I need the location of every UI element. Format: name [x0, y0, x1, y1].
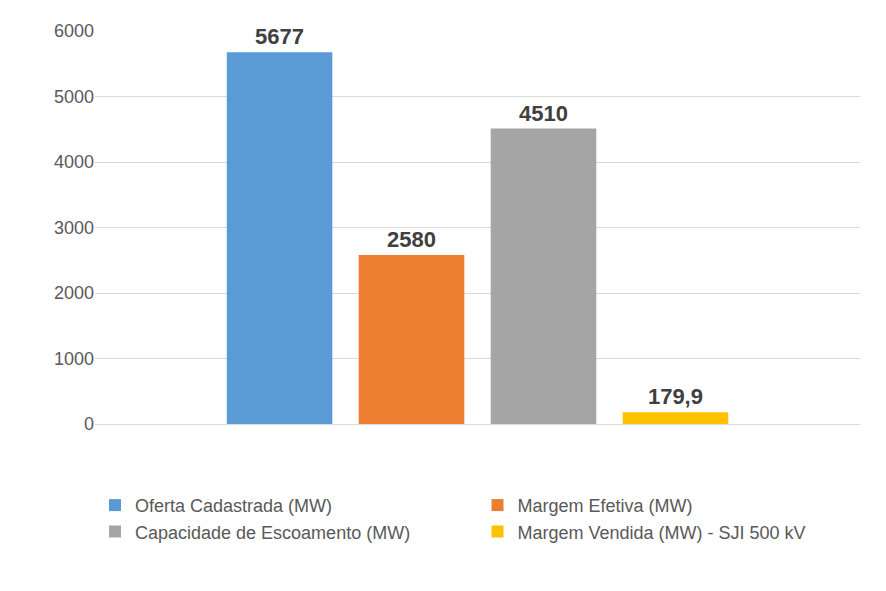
- svg-text:1000: 1000: [54, 349, 94, 369]
- svg-text:2000: 2000: [54, 283, 94, 303]
- svg-text:6000: 6000: [54, 21, 94, 41]
- svg-text:5677: 5677: [255, 24, 304, 49]
- svg-text:2580: 2580: [387, 227, 436, 252]
- svg-text:5000: 5000: [54, 87, 94, 107]
- svg-text:Capacidade de Escoamento (MW): Capacidade de Escoamento (MW): [135, 523, 410, 543]
- svg-text:4510: 4510: [519, 101, 568, 126]
- svg-text:Oferta Cadastrada (MW): Oferta Cadastrada (MW): [135, 496, 332, 516]
- svg-text:Margem Vendida (MW) - SJI 500: Margem Vendida (MW) - SJI 500 kV: [518, 523, 806, 543]
- svg-text:4000: 4000: [54, 152, 94, 172]
- svg-text:179,9: 179,9: [648, 384, 703, 409]
- svg-text:3000: 3000: [54, 218, 94, 238]
- svg-text:0: 0: [84, 414, 94, 434]
- svg-text:Margem Efetiva (MW): Margem Efetiva (MW): [518, 496, 693, 516]
